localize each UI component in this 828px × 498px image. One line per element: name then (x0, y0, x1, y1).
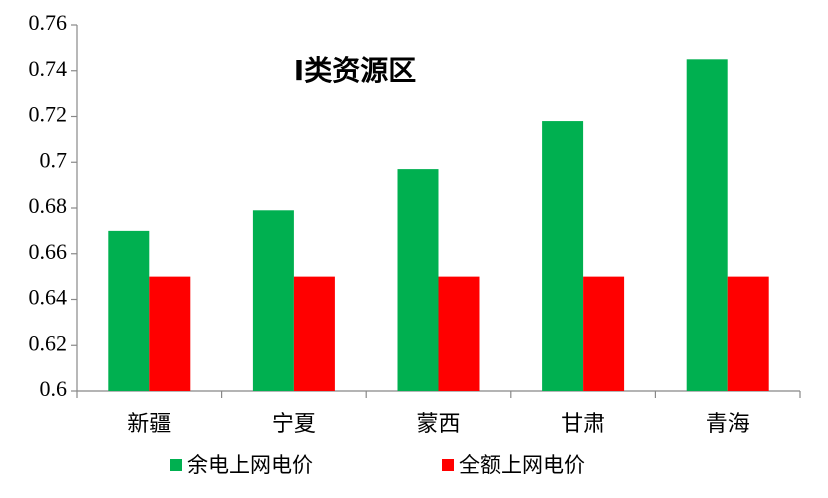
bar (686, 59, 728, 391)
y-tick-label: 0.6 (40, 376, 68, 401)
y-tick-label: 0.76 (29, 10, 68, 35)
y-tick-label: 0.74 (29, 56, 68, 81)
y-tick-label: 0.66 (29, 239, 68, 264)
x-tick-label: 青海 (706, 412, 750, 437)
legend-label: 全额上网电价 (459, 453, 585, 477)
bar (397, 169, 439, 391)
x-tick-label: 新疆 (127, 412, 171, 437)
y-tick-label: 0.68 (29, 193, 68, 218)
bar (149, 276, 191, 391)
y-tick-label: 0.62 (29, 330, 68, 355)
chart-title: Ⅰ类资源区 (294, 54, 416, 87)
bar (252, 210, 294, 391)
bar (293, 276, 335, 391)
y-tick-label: 0.72 (29, 102, 68, 127)
y-tick-label: 0.7 (40, 147, 68, 172)
bar (542, 121, 584, 391)
bar (108, 230, 150, 391)
bar (438, 276, 480, 391)
bar (583, 276, 625, 391)
y-tick-label: 0.64 (29, 285, 68, 310)
legend-swatch (442, 459, 454, 471)
x-tick-label: 甘肃 (561, 412, 605, 437)
x-tick-label: 蒙西 (416, 412, 460, 437)
legend-swatch (170, 459, 182, 471)
bar (727, 276, 769, 391)
legend-label: 余电上网电价 (187, 453, 313, 477)
x-tick-label: 宁夏 (272, 412, 316, 437)
